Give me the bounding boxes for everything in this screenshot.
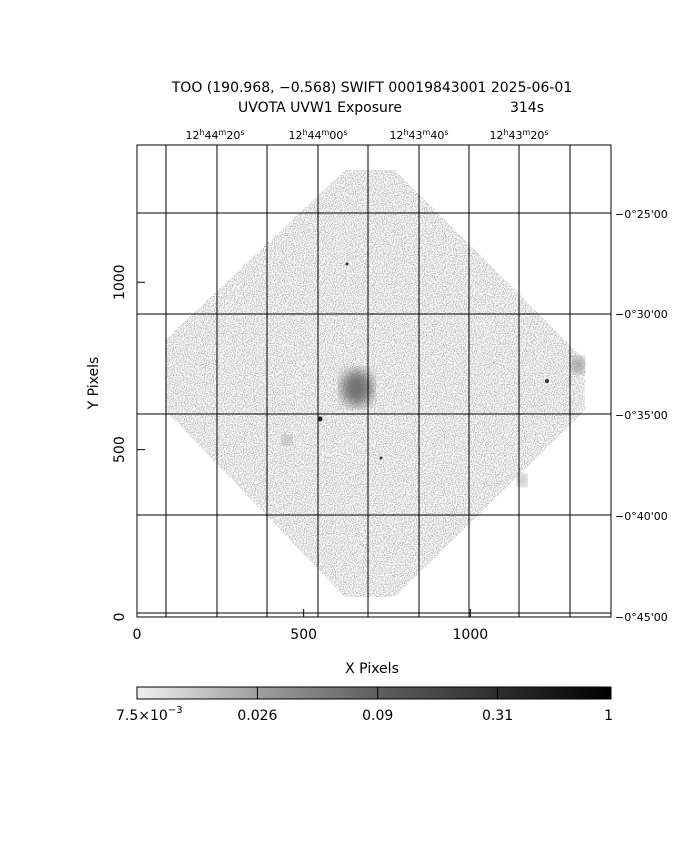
ra-unit: m [423, 128, 431, 137]
ra-unit: h [403, 128, 408, 137]
colorbar-label-exponent: −3 [168, 705, 183, 716]
ra-unit: h [302, 128, 307, 137]
exposure: 314s [510, 100, 544, 116]
ra-label: 12h44m00s [288, 128, 347, 142]
ra-unit: h [503, 128, 508, 137]
y-tick-label: 500 [112, 436, 128, 463]
ra-value: 20 [530, 129, 544, 142]
ra-unit: s [343, 128, 347, 137]
x-axis-label: X Pixels [345, 661, 399, 677]
ra-unit: s [444, 128, 448, 137]
ra-unit: m [219, 128, 227, 137]
plot-frame [136, 144, 612, 618]
title: TOO (190.968, −0.568) SWIFT 00019843001 … [171, 80, 572, 96]
ra-unit: s [544, 128, 548, 137]
x-tick-label: 1000 [453, 627, 489, 643]
ra-label: 12h43m40s [389, 128, 448, 142]
y-tick-label: 0 [112, 613, 128, 622]
sky-image [165, 170, 585, 597]
ra-value: 44 [308, 129, 322, 142]
ra-value: 43 [409, 129, 423, 142]
dec-label: −0°40'00 [615, 510, 668, 523]
dec-label: −0°35'00 [615, 409, 668, 422]
ra-value: 20 [226, 129, 240, 142]
dec-label: −0°45'00 [615, 611, 668, 624]
colorbar-label: 7.5×10−3 [116, 705, 183, 724]
ra-value: 12 [389, 129, 403, 142]
ra-value: 12 [185, 129, 199, 142]
colorbar-label: 1 [604, 708, 613, 724]
ra-unit: h [199, 128, 204, 137]
ra-value: 00 [329, 129, 343, 142]
y-axis-label: Y Pixels [86, 357, 102, 411]
colorbar-label: 0.09 [362, 708, 393, 724]
x-tick-label: 500 [290, 627, 317, 643]
ra-value: 12 [288, 129, 302, 142]
coordinate-grid [137, 145, 611, 617]
ra-label: 12h44m20s [185, 128, 244, 142]
ra-value: 12 [489, 129, 503, 142]
ra-value: 43 [509, 129, 523, 142]
ra-label: 12h43m20s [489, 128, 548, 142]
ra-unit: s [240, 128, 244, 137]
ra-value: 44 [205, 129, 219, 142]
colorbar-label: 0.026 [237, 708, 277, 724]
dec-label: −0°25'00 [615, 208, 668, 221]
ra-value: 40 [430, 129, 444, 142]
ra-unit: m [322, 128, 330, 137]
ra-unit: m [523, 128, 531, 137]
dec-label: −0°30'00 [615, 308, 668, 321]
y-tick-label: 1000 [112, 264, 128, 300]
colorbar [136, 686, 612, 700]
x-tick-label: 0 [133, 627, 142, 643]
colorbar-label-base: 7.5×10 [116, 708, 168, 724]
subtitle: UVOTA UVW1 Exposure [238, 100, 402, 116]
colorbar-label: 0.31 [482, 708, 513, 724]
